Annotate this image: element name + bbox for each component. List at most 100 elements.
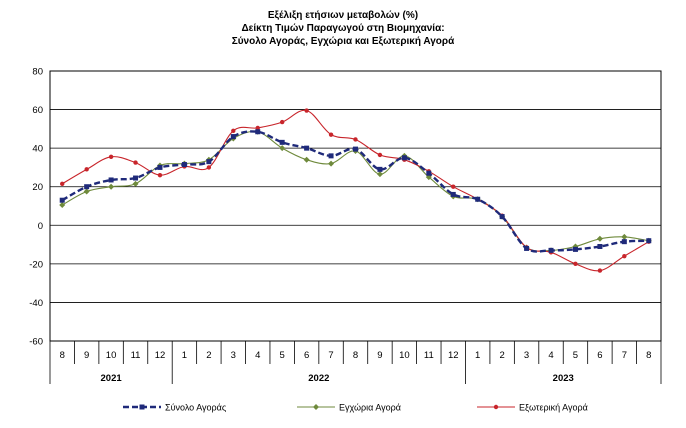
series-2-point: [255, 125, 260, 131]
x-tick-label: 5: [280, 350, 285, 361]
x-tick-label: 6: [597, 350, 602, 361]
series-0-point: [353, 146, 358, 152]
year-label-2023: 2023: [553, 373, 574, 384]
x-tick-label: 11: [131, 350, 141, 361]
x-tick-label: 4: [548, 350, 553, 361]
series-0-point: [181, 162, 187, 168]
series-2-point: [84, 167, 89, 172]
series-0-point: [646, 238, 652, 244]
series-2-point: [231, 128, 236, 133]
x-tick-label: 12: [448, 350, 459, 361]
series-2-line: [61, 109, 650, 272]
legend: Σύνολο Αγοράς Εγχώρια Αγορά Εξωτερική Αγορ…: [123, 403, 588, 413]
y-tick-label: 80: [32, 67, 43, 78]
y-tick-label: 20: [32, 182, 43, 193]
series-0-point: [524, 245, 530, 251]
series-2-point: [353, 137, 358, 142]
series-2-point: [573, 261, 578, 267]
series-0-point: [279, 139, 285, 145]
series-2-point: [279, 119, 285, 125]
series-2-point: [108, 154, 114, 160]
series-1-point: [83, 188, 90, 195]
series-2-point: [157, 172, 163, 178]
chart-title-line-3: Σύνολο Αγοράς, Εγχώρια και Εξωτερική Αγο…: [232, 36, 455, 47]
x-tick-label: 8: [646, 350, 651, 361]
legend-label-2: Εξωτερική Αγορά: [519, 403, 588, 413]
series-0-point: [450, 191, 456, 197]
series-1-point: [132, 180, 139, 187]
series-0-point: [548, 247, 554, 253]
series-0-point: [328, 153, 334, 159]
series-0-point: [157, 164, 163, 170]
y-axis-ticks: 80 60 40 20 0 -20 -40 -60: [29, 67, 43, 348]
chart-title-line-1: Εξέλιξη ετήσιων μεταβολών (%): [268, 10, 418, 21]
x-tick-label: 10: [106, 350, 117, 361]
series-0-point: [206, 159, 212, 165]
series-2-point: [451, 184, 456, 189]
series-1-point: [303, 156, 310, 163]
series-0-point: [499, 214, 505, 220]
series-1-point: [328, 160, 335, 167]
series-0-point: [255, 129, 261, 135]
y-tick-label: 60: [32, 105, 43, 116]
x-tick-label: 9: [377, 350, 382, 361]
x-tick-label: 7: [622, 350, 627, 361]
series-0-point: [572, 246, 578, 252]
series-1-point: [108, 183, 115, 190]
x-tick-label: 1: [182, 350, 187, 361]
series-2-point: [304, 108, 309, 113]
series-0-point: [426, 170, 432, 176]
y-tick-label: 0: [38, 221, 43, 232]
series-2-point: [597, 268, 603, 273]
series-2-point: [133, 160, 138, 165]
legend-marker-1: [313, 404, 319, 410]
x-tick-label: 1: [475, 350, 480, 361]
series-0-point: [475, 196, 481, 202]
y-tick-label: 40: [32, 144, 43, 155]
series-2-point: [377, 152, 383, 158]
chart-title: Εξέλιξη ετήσιων μεταβολών (%) Δείκτη Τιμώ…: [232, 10, 455, 47]
series-0-point: [304, 145, 310, 151]
series-0-point: [108, 177, 114, 183]
series-0-point: [621, 239, 627, 245]
x-tick-label: 11: [424, 350, 434, 361]
chart-title-line-2: Δείκτη Τιμών Παραγωγού στη Βιομηχανία:: [241, 23, 444, 34]
series-2-point: [60, 181, 65, 187]
x-tick-label: 3: [524, 350, 529, 361]
x-tick-label: 5: [573, 350, 578, 361]
x-tick-label: 4: [255, 350, 260, 361]
series-2-point: [206, 165, 212, 170]
x-tick-label: 2: [206, 350, 211, 361]
series-1-point: [279, 145, 286, 152]
series-0-point: [59, 197, 65, 203]
gridlines: [49, 70, 662, 342]
x-tick-label: 9: [84, 350, 89, 361]
series-1-point: [376, 171, 383, 178]
plot-border: [49, 70, 662, 342]
x-tick-label: 8: [60, 350, 65, 361]
series-1-point: [59, 202, 66, 209]
series-0-point: [401, 155, 407, 161]
y-tick-label: -40: [29, 298, 43, 309]
x-tick-label: 12: [155, 350, 166, 361]
year-label-2022: 2022: [308, 373, 329, 384]
x-tick-label: 3: [231, 350, 236, 361]
series-lines: [59, 108, 652, 273]
x-tick-label: 2: [499, 350, 504, 361]
x-tick-label: 8: [353, 350, 358, 361]
x-tick-label: 7: [328, 350, 333, 361]
series-0-point: [377, 166, 383, 172]
y-tick-label: -60: [29, 337, 43, 348]
legend-label-1: Εγχώρια Αγορά: [339, 403, 401, 413]
y-tick-label: -20: [29, 259, 43, 270]
x-tick-label: 6: [304, 350, 309, 361]
legend-marker-2: [493, 404, 499, 410]
series-2-point: [328, 132, 334, 137]
legend-marker-0: [139, 404, 145, 410]
year-label-2021: 2021: [101, 373, 123, 384]
series-0-point: [133, 175, 139, 181]
x-tick-label: 10: [399, 350, 410, 361]
series-1-point: [596, 235, 603, 242]
